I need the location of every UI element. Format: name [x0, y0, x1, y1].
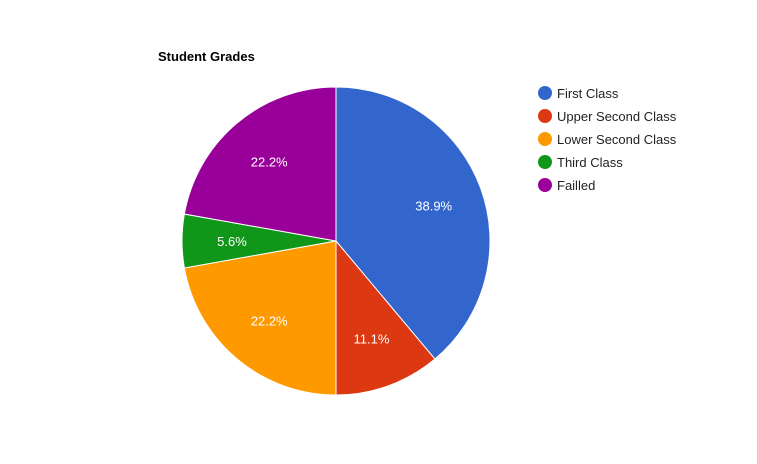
legend-item-lower-second-class[interactable]: Lower Second Class [538, 132, 677, 147]
legend-item-failled[interactable]: Failled [538, 178, 595, 193]
pie-slices [181, 86, 491, 396]
legend-label-failled: Failled [557, 178, 595, 193]
legend-label-first-class: First Class [557, 86, 619, 101]
legend-marker-third-class [538, 155, 552, 169]
chart-title: Student Grades [158, 49, 255, 64]
legend-marker-failled [538, 178, 552, 192]
legend-marker-first-class [538, 86, 552, 100]
slice-label-third-class: 5.6% [217, 234, 247, 249]
slice-label-upper-second-class: 11.1% [354, 332, 390, 347]
legend-marker-lower-second-class [538, 132, 552, 146]
legend-item-first-class[interactable]: First Class [538, 86, 619, 101]
pie-slice-upper-second-class[interactable] [335, 239, 436, 396]
legend: First Class Upper Second Class Lower Secon… [538, 86, 677, 193]
legend-label-lower-second-class: Lower Second Class [557, 132, 677, 147]
slice-label-lower-second-class: 22.2% [251, 314, 288, 329]
pie-slice-labels: 38.9% 11.1% 22.2% 5.6% 22.2% [217, 154, 452, 346]
pie-slice-failled[interactable] [183, 86, 337, 242]
legend-label-third-class: Third Class [557, 155, 623, 170]
pie-slice-first-class[interactable] [335, 86, 491, 360]
legend-item-third-class[interactable]: Third Class [538, 155, 623, 170]
legend-item-upper-second-class[interactable]: Upper Second Class [538, 109, 677, 124]
pie-slice-lower-second-class[interactable] [183, 240, 337, 396]
legend-marker-upper-second-class [538, 109, 552, 123]
slice-label-failled: 22.2% [251, 154, 288, 169]
slice-label-first-class: 38.9% [415, 199, 452, 214]
legend-label-upper-second-class: Upper Second Class [557, 109, 677, 124]
